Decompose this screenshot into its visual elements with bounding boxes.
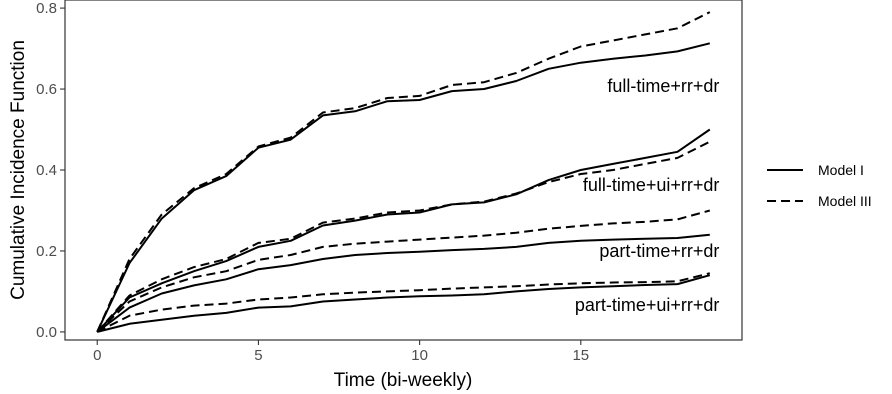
- legend-label: Model III: [818, 193, 872, 209]
- series-line-part-time-ui-rr-dr-model-i: [96, 274, 711, 333]
- x-axis-title: Time (bi-weekly): [334, 370, 473, 391]
- series-line-part-time-ui-rr-dr-model-iii: [96, 272, 711, 333]
- y-axis: 0.0 0.2 0.4 0.6 0.8: [36, 0, 65, 341]
- line-annotations: full-time+rr+dr full-time+ui+rr+dr part-ti…: [575, 76, 720, 315]
- series-line-full-time-ui-rr-dr-model-iii: [96, 140, 711, 333]
- annotation-label: part-time+ui+rr+dr: [575, 295, 720, 315]
- y-tick-label: 0.4: [36, 162, 57, 179]
- x-axis: 0 5 10 15: [93, 340, 589, 364]
- x-tick-label: 15: [572, 347, 589, 364]
- y-tick-label: 0.8: [36, 0, 57, 17]
- x-tick-label: 10: [411, 347, 428, 364]
- series-line-full-time-rr-dr-model-i: [96, 42, 711, 333]
- y-tick-label: 0.0: [36, 324, 57, 341]
- annotation-label: full-time+rr+dr: [607, 76, 719, 96]
- series-line-part-time-rr-dr-model-iii: [96, 209, 711, 333]
- y-tick-label: 0.6: [36, 81, 57, 98]
- series-line-full-time-rr-dr-model-iii: [96, 11, 711, 333]
- legend: Model I Model III: [767, 162, 872, 209]
- x-tick-label: 5: [254, 347, 262, 364]
- legend-label: Model I: [818, 162, 864, 178]
- x-tick-label: 0: [93, 347, 101, 364]
- plot-panel-border: [64, 0, 743, 341]
- y-axis-title: Cumulative Incidence Function: [8, 40, 29, 300]
- series-lines: [96, 11, 711, 333]
- y-tick-label: 0.2: [36, 243, 57, 260]
- series-line-full-time-ui-rr-dr-model-i: [96, 128, 711, 333]
- annotation-label: part-time+rr+dr: [599, 241, 719, 261]
- annotation-label: full-time+ui+rr+dr: [583, 175, 720, 195]
- series-line-part-time-rr-dr-model-i: [96, 233, 710, 333]
